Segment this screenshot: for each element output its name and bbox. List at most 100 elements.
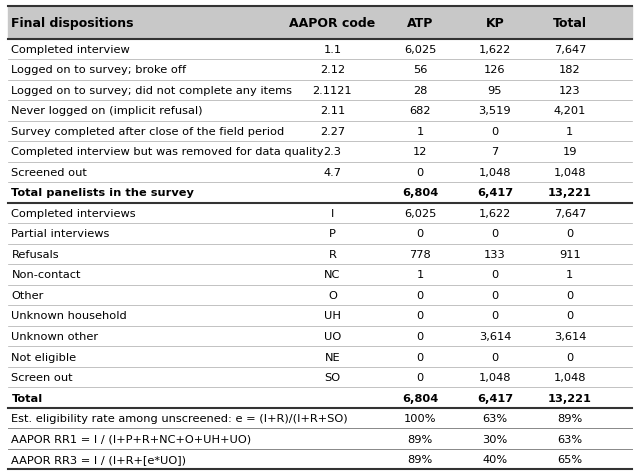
Bar xyxy=(8,265,632,285)
Text: Completed interview: Completed interview xyxy=(12,45,130,55)
Text: 63%: 63% xyxy=(557,434,582,444)
Text: 3,614: 3,614 xyxy=(479,331,511,341)
Bar xyxy=(8,285,632,306)
Text: 0: 0 xyxy=(492,127,499,137)
Bar xyxy=(8,203,632,224)
Text: 0: 0 xyxy=(416,290,424,300)
Text: 0: 0 xyxy=(416,352,424,362)
Text: 911: 911 xyxy=(559,249,580,259)
Text: P: P xyxy=(329,229,336,239)
Text: 2.1121: 2.1121 xyxy=(313,86,352,96)
Text: 13,221: 13,221 xyxy=(548,393,592,403)
Text: AAPOR RR3 = I / (I+R+[e*UO]): AAPOR RR3 = I / (I+R+[e*UO]) xyxy=(12,454,186,464)
Text: 2.12: 2.12 xyxy=(320,65,345,75)
Text: 0: 0 xyxy=(416,311,424,321)
Text: 89%: 89% xyxy=(407,454,433,464)
Text: 6,417: 6,417 xyxy=(477,393,513,403)
Text: KP: KP xyxy=(486,17,504,30)
Bar xyxy=(8,142,632,162)
Text: 12: 12 xyxy=(413,147,427,157)
Bar xyxy=(8,449,632,469)
Text: Final dispositions: Final dispositions xyxy=(12,17,134,30)
Text: O: O xyxy=(328,290,337,300)
Text: 89%: 89% xyxy=(557,413,582,423)
Bar xyxy=(8,408,632,428)
Bar xyxy=(8,40,632,60)
Text: 95: 95 xyxy=(488,86,502,96)
Text: 1.1: 1.1 xyxy=(323,45,342,55)
Text: 182: 182 xyxy=(559,65,580,75)
Text: 2.3: 2.3 xyxy=(323,147,342,157)
Bar xyxy=(8,428,632,449)
Text: 1,048: 1,048 xyxy=(554,168,586,178)
Text: 0: 0 xyxy=(416,168,424,178)
Text: NE: NE xyxy=(324,352,340,362)
Text: Completed interviews: Completed interviews xyxy=(12,208,136,218)
Bar xyxy=(8,121,632,142)
Text: 7,647: 7,647 xyxy=(554,208,586,218)
Text: 1,048: 1,048 xyxy=(479,372,511,382)
Text: 1: 1 xyxy=(566,270,573,280)
Text: 30%: 30% xyxy=(483,434,508,444)
Text: 126: 126 xyxy=(484,65,506,75)
Text: 778: 778 xyxy=(409,249,431,259)
Text: 133: 133 xyxy=(484,249,506,259)
Bar xyxy=(8,60,632,80)
Text: NC: NC xyxy=(324,270,340,280)
Text: 7,647: 7,647 xyxy=(554,45,586,55)
Text: Total: Total xyxy=(553,17,587,30)
Text: Non-contact: Non-contact xyxy=(12,270,81,280)
Bar xyxy=(8,244,632,265)
Text: Screened out: Screened out xyxy=(12,168,87,178)
Text: Not eligible: Not eligible xyxy=(12,352,77,362)
Text: UH: UH xyxy=(324,311,341,321)
Text: 0: 0 xyxy=(492,352,499,362)
Text: 6,025: 6,025 xyxy=(404,45,436,55)
Text: 0: 0 xyxy=(566,311,573,321)
Text: AAPOR code: AAPOR code xyxy=(289,17,376,30)
Text: 6,417: 6,417 xyxy=(477,188,513,198)
Text: 65%: 65% xyxy=(557,454,582,464)
Text: 28: 28 xyxy=(413,86,427,96)
Text: 1,048: 1,048 xyxy=(479,168,511,178)
Text: 2.27: 2.27 xyxy=(320,127,345,137)
Text: AAPOR RR1 = I / (I+P+R+NC+O+UH+UO): AAPOR RR1 = I / (I+P+R+NC+O+UH+UO) xyxy=(12,434,252,444)
Text: 4,201: 4,201 xyxy=(554,106,586,116)
Text: 100%: 100% xyxy=(404,413,436,423)
Bar xyxy=(8,224,632,244)
Text: 0: 0 xyxy=(492,311,499,321)
Text: ATP: ATP xyxy=(407,17,433,30)
Text: Total panelists in the survey: Total panelists in the survey xyxy=(12,188,195,198)
Text: Refusals: Refusals xyxy=(12,249,59,259)
Bar xyxy=(8,7,632,40)
Bar xyxy=(8,326,632,347)
Text: Screen out: Screen out xyxy=(12,372,73,382)
Text: 123: 123 xyxy=(559,86,580,96)
Bar xyxy=(8,80,632,101)
Text: 13,221: 13,221 xyxy=(548,188,592,198)
Text: 3,614: 3,614 xyxy=(554,331,586,341)
Bar xyxy=(8,367,632,387)
Text: 0: 0 xyxy=(492,270,499,280)
Text: 63%: 63% xyxy=(483,413,508,423)
Text: Unknown household: Unknown household xyxy=(12,311,127,321)
Text: 1: 1 xyxy=(416,127,424,137)
Bar xyxy=(8,387,632,408)
Bar xyxy=(8,101,632,121)
Text: Partial interviews: Partial interviews xyxy=(12,229,110,239)
Text: Unknown other: Unknown other xyxy=(12,331,99,341)
Text: 6,025: 6,025 xyxy=(404,208,436,218)
Text: 7: 7 xyxy=(492,147,499,157)
Text: 0: 0 xyxy=(566,290,573,300)
Text: 682: 682 xyxy=(409,106,431,116)
Text: 0: 0 xyxy=(416,331,424,341)
Bar xyxy=(8,162,632,183)
Text: I: I xyxy=(331,208,334,218)
Bar xyxy=(8,347,632,367)
Text: 6,804: 6,804 xyxy=(402,393,438,403)
Text: Other: Other xyxy=(12,290,44,300)
Text: 0: 0 xyxy=(492,229,499,239)
Text: 1: 1 xyxy=(416,270,424,280)
Text: 0: 0 xyxy=(416,229,424,239)
Text: 0: 0 xyxy=(566,352,573,362)
